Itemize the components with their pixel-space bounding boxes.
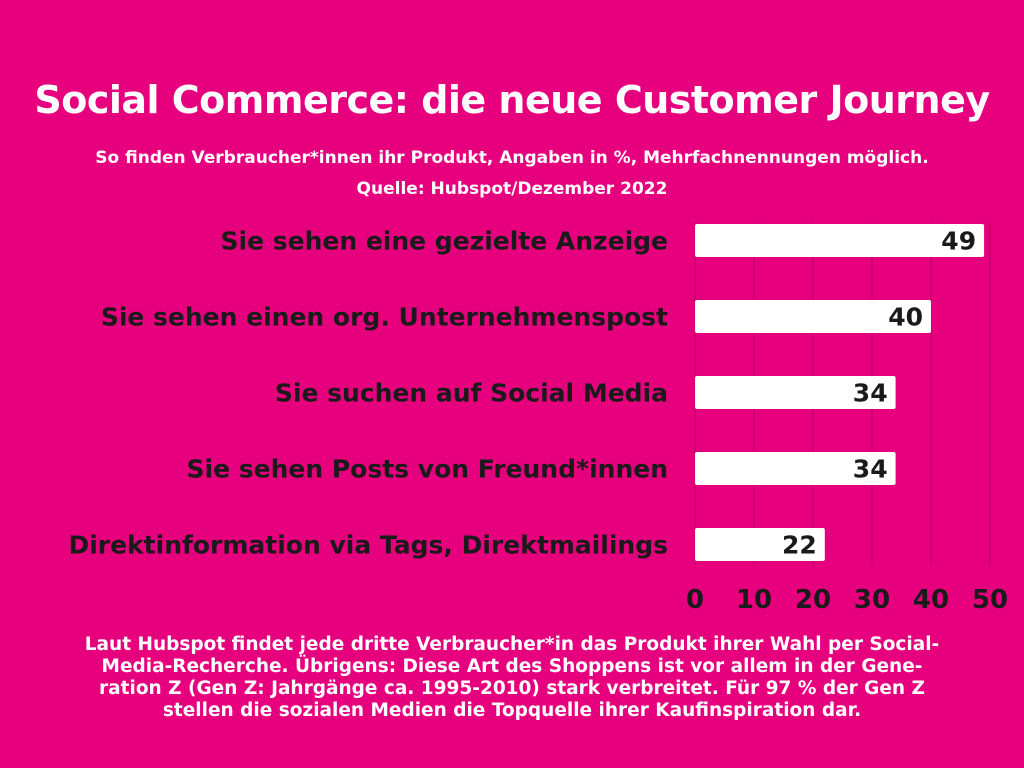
x-tick-label: 10 [736,585,772,615]
category-label: Direktinformation via Tags, Direktmailin… [68,531,668,560]
x-tick-label: 50 [972,585,1008,615]
category-label: Sie sehen einen org. Unternehmenspost [101,303,668,332]
bar [695,528,825,561]
bar-value-label: 34 [853,455,888,484]
chart-subtitle: So finden Verbraucher*innen ihr Produkt,… [95,148,929,168]
category-label: Sie sehen eine gezielte Anzeige [221,227,669,256]
bar-value-label: 40 [888,303,923,332]
x-tick-label: 20 [795,585,831,615]
x-tick-label: 40 [913,585,949,615]
category-label: Sie sehen Posts von Freund*innen [187,455,668,484]
bar-value-label: 22 [782,531,817,560]
bar [695,376,896,409]
chart-title: Social Commerce: die neue Customer Journ… [34,78,990,122]
bar [695,300,931,333]
bar-chart: 49 Sie sehen eine gezielte Anzeige 40 Sie s… [68,222,1008,615]
x-tick-label: 0 [686,585,704,615]
bar-value-label: 34 [853,379,888,408]
footer-line: ration Z (Gen Z: Jahrgänge ca. 1995-2010… [99,678,925,699]
footer-line: Media-Recherche. Übrigens: Diese Art des… [101,656,923,677]
x-tick-label: 30 [854,585,890,615]
bar [695,224,985,257]
chart-source: Quelle: Hubspot/Dezember 2022 [356,179,668,199]
footer-line: Laut Hubspot findet jede dritte Verbrauc… [84,634,940,655]
footer-text: Laut Hubspot findet jede dritte Verbrauc… [30,634,994,722]
category-label: Sie suchen auf Social Media [275,379,668,408]
bar-value-label: 49 [941,227,976,256]
footer-line: stellen die sozialen Medien die Topquell… [162,700,862,721]
bar [695,452,896,485]
